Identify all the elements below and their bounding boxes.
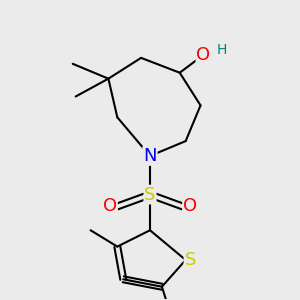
Text: S: S <box>144 186 156 204</box>
Text: N: N <box>143 147 157 165</box>
Text: O: O <box>196 46 211 64</box>
Text: H: H <box>216 44 226 57</box>
Text: O: O <box>103 197 117 215</box>
Text: S: S <box>184 251 196 269</box>
Text: O: O <box>183 197 197 215</box>
